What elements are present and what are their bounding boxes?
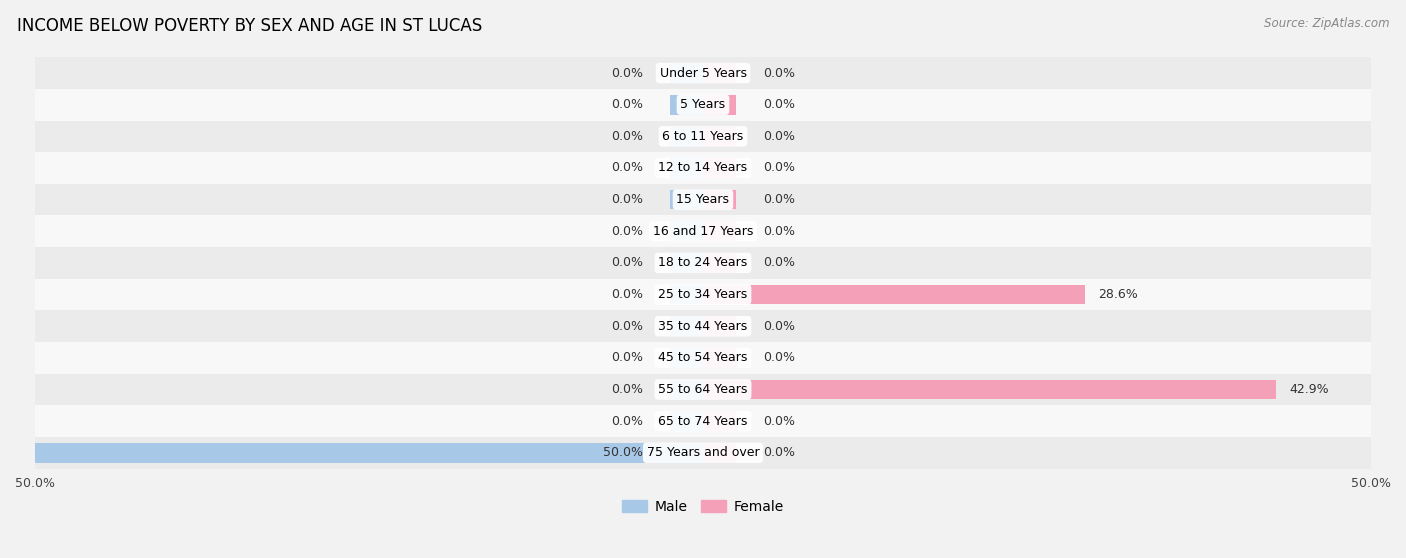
Text: 65 to 74 Years: 65 to 74 Years	[658, 415, 748, 427]
Bar	[35, 89, 1371, 121]
Text: 0.0%: 0.0%	[610, 415, 643, 427]
Bar	[35, 247, 1371, 279]
Bar	[35, 121, 1371, 152]
Bar	[703, 285, 1085, 304]
Text: 12 to 14 Years: 12 to 14 Years	[658, 161, 748, 175]
Bar	[703, 253, 737, 273]
Bar	[703, 95, 737, 114]
Text: 75 Years and over: 75 Years and over	[647, 446, 759, 459]
Legend: Male, Female: Male, Female	[617, 494, 789, 519]
Bar	[669, 253, 703, 273]
Bar	[703, 222, 737, 241]
Bar	[35, 342, 1371, 374]
Text: 0.0%: 0.0%	[763, 193, 796, 206]
Bar	[669, 158, 703, 178]
Text: 0.0%: 0.0%	[610, 225, 643, 238]
Text: 5 Years: 5 Years	[681, 98, 725, 111]
Bar	[703, 348, 737, 368]
Bar	[669, 348, 703, 368]
Text: 0.0%: 0.0%	[763, 66, 796, 80]
Text: 0.0%: 0.0%	[610, 98, 643, 111]
Bar	[669, 411, 703, 431]
Bar	[703, 63, 737, 83]
Text: 35 to 44 Years: 35 to 44 Years	[658, 320, 748, 333]
Bar	[669, 285, 703, 304]
Bar	[35, 405, 1371, 437]
Text: 0.0%: 0.0%	[610, 352, 643, 364]
Bar	[703, 379, 1277, 400]
Text: 42.9%: 42.9%	[1289, 383, 1329, 396]
Text: 0.0%: 0.0%	[763, 257, 796, 270]
Text: 6 to 11 Years: 6 to 11 Years	[662, 130, 744, 143]
Text: 18 to 24 Years: 18 to 24 Years	[658, 257, 748, 270]
Text: 0.0%: 0.0%	[610, 193, 643, 206]
Text: 50.0%: 50.0%	[603, 446, 643, 459]
Bar	[35, 184, 1371, 215]
Bar	[703, 190, 737, 209]
Bar	[35, 215, 1371, 247]
Text: 28.6%: 28.6%	[1098, 288, 1139, 301]
Bar	[669, 379, 703, 400]
Text: 0.0%: 0.0%	[763, 98, 796, 111]
Text: 0.0%: 0.0%	[610, 288, 643, 301]
Text: Source: ZipAtlas.com: Source: ZipAtlas.com	[1264, 17, 1389, 30]
Bar	[669, 127, 703, 146]
Bar	[703, 127, 737, 146]
Text: 0.0%: 0.0%	[763, 446, 796, 459]
Bar	[35, 374, 1371, 405]
Text: 0.0%: 0.0%	[610, 161, 643, 175]
Text: 0.0%: 0.0%	[763, 130, 796, 143]
Text: 0.0%: 0.0%	[610, 257, 643, 270]
Text: 0.0%: 0.0%	[763, 415, 796, 427]
Text: 0.0%: 0.0%	[610, 320, 643, 333]
Bar	[35, 310, 1371, 342]
Bar	[669, 190, 703, 209]
Bar	[703, 411, 737, 431]
Text: 0.0%: 0.0%	[610, 66, 643, 80]
Text: INCOME BELOW POVERTY BY SEX AND AGE IN ST LUCAS: INCOME BELOW POVERTY BY SEX AND AGE IN S…	[17, 17, 482, 35]
Bar	[669, 63, 703, 83]
Bar	[669, 316, 703, 336]
Bar	[35, 57, 1371, 89]
Text: 0.0%: 0.0%	[763, 352, 796, 364]
Bar	[35, 152, 1371, 184]
Text: 0.0%: 0.0%	[763, 225, 796, 238]
Bar	[703, 158, 737, 178]
Text: 45 to 54 Years: 45 to 54 Years	[658, 352, 748, 364]
Bar	[35, 279, 1371, 310]
Bar	[669, 222, 703, 241]
Bar	[703, 316, 737, 336]
Text: Under 5 Years: Under 5 Years	[659, 66, 747, 80]
Text: 15 Years: 15 Years	[676, 193, 730, 206]
Text: 0.0%: 0.0%	[763, 161, 796, 175]
Text: 0.0%: 0.0%	[610, 130, 643, 143]
Text: 0.0%: 0.0%	[610, 383, 643, 396]
Text: 0.0%: 0.0%	[763, 320, 796, 333]
Bar	[35, 443, 703, 463]
Text: 16 and 17 Years: 16 and 17 Years	[652, 225, 754, 238]
Bar	[669, 95, 703, 114]
Text: 25 to 34 Years: 25 to 34 Years	[658, 288, 748, 301]
Bar	[35, 437, 1371, 469]
Bar	[703, 443, 737, 463]
Text: 55 to 64 Years: 55 to 64 Years	[658, 383, 748, 396]
